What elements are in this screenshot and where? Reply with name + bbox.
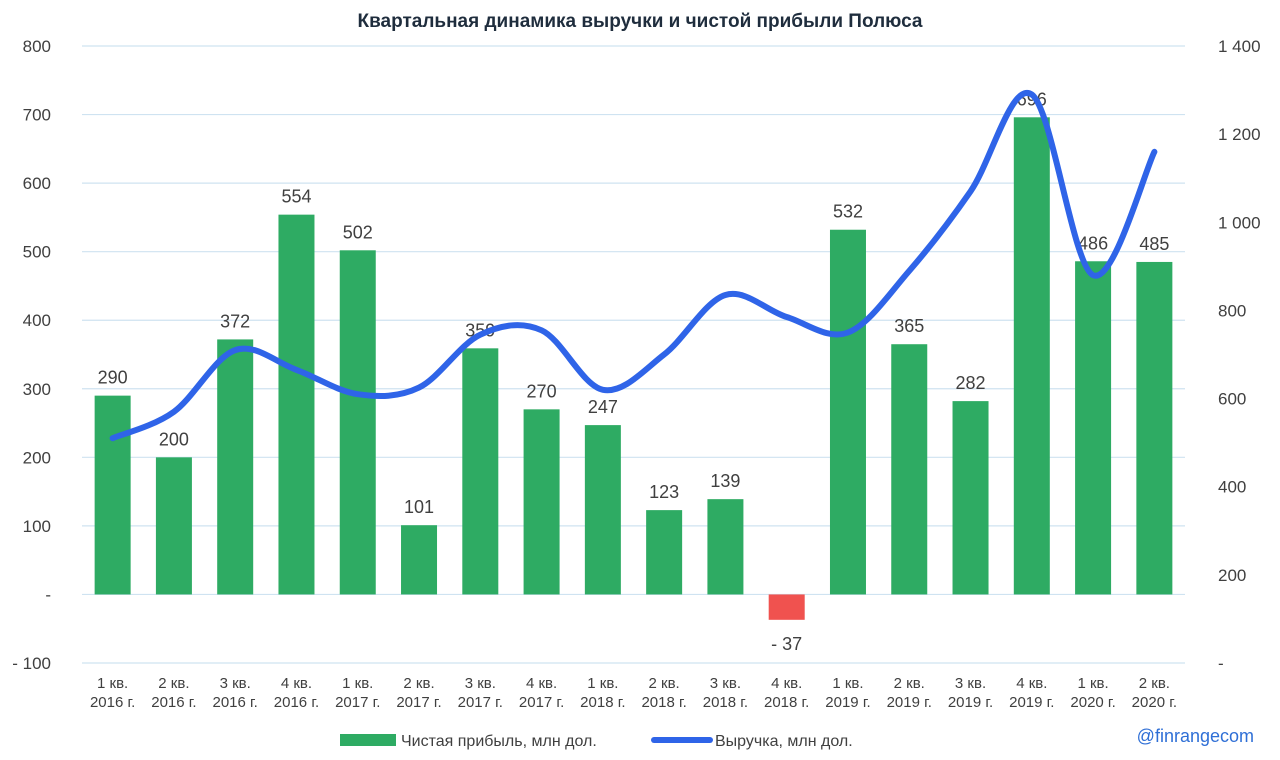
x-tick-label: 3 кв. 2016 г. xyxy=(213,675,258,711)
x-tick-label: 1 кв. 2018 г. xyxy=(580,675,625,711)
profit-data-label: 290 xyxy=(98,368,128,388)
y-left-tick-label: 800 xyxy=(23,37,51,56)
profit-data-label: 359 xyxy=(465,320,495,340)
chart-title: Квартальная динамика выручки и чистой пр… xyxy=(358,11,923,32)
x-axis: 1 кв. 2016 г. 2 кв. 2016 г. 3 кв. 2016 г. 4 кв… xyxy=(90,675,1177,711)
y-right-tick-label: 1 200 xyxy=(1218,125,1261,144)
x-tick-label: 3 кв. 2018 г. xyxy=(703,675,748,711)
profit-data-label: 532 xyxy=(833,202,863,222)
profit-data-label: 486 xyxy=(1078,233,1108,253)
profit-data-label: 365 xyxy=(894,316,924,336)
x-tick-label: 3 кв. 2019 г. xyxy=(948,675,993,711)
y-left-tick-label: 100 xyxy=(23,517,51,536)
profit-bar xyxy=(401,525,438,595)
profit-bar xyxy=(1013,117,1050,595)
profit-data-label: 101 xyxy=(404,497,434,517)
profit-bar xyxy=(768,594,805,620)
profit-data-label: - 37 xyxy=(771,634,802,654)
x-tick-label: 2 кв. 2016 г. xyxy=(151,675,196,711)
profit-bar xyxy=(707,499,744,595)
profit-bar xyxy=(339,250,376,595)
profit-bar xyxy=(462,348,499,595)
x-tick-label: 4 кв. 2017 г. xyxy=(519,675,564,711)
x-tick-label: 2 кв. 2017 г. xyxy=(396,675,441,711)
x-tick-label: 4 кв. 2016 г. xyxy=(274,675,319,711)
legend-label-revenue: Выручка, млн дол. xyxy=(715,733,853,750)
gridlines xyxy=(82,45,1185,664)
revenue-line-group xyxy=(109,90,1158,442)
profit-bar xyxy=(523,409,560,595)
y-right-tick-label: 400 xyxy=(1218,478,1246,497)
y-left-tick-label: 600 xyxy=(23,174,51,193)
revenue-line xyxy=(109,90,1158,442)
profit-bars xyxy=(94,117,1173,620)
y-left-tick-label: 300 xyxy=(23,380,51,399)
x-tick-label: 2 кв. 2018 г. xyxy=(641,675,686,711)
y-right-tick-label: 200 xyxy=(1218,566,1246,585)
watermark-text: @finrangecom xyxy=(1137,726,1254,746)
x-tick-label: 1 кв. 2016 г. xyxy=(90,675,135,711)
y-left-tick-label: 700 xyxy=(23,106,51,125)
profit-data-label: 485 xyxy=(1139,234,1169,254)
profit-data-label: 200 xyxy=(159,429,189,449)
y-right-tick-label: - xyxy=(1218,654,1224,673)
profit-data-label: 270 xyxy=(527,381,557,401)
x-tick-label: 2 кв. 2019 г. xyxy=(887,675,932,711)
y-axis-right: - 200 400 600 800 1 000 1 200 1 400 xyxy=(1218,37,1261,673)
y-left-tick-label: 500 xyxy=(23,243,51,262)
profit-data-label: 502 xyxy=(343,222,373,242)
x-tick-label: 4 кв. 2019 г. xyxy=(1009,675,1054,711)
legend: Чистая прибыль, млн дол. Выручка, млн до… xyxy=(340,733,853,750)
x-tick-label: 1 кв. 2019 г. xyxy=(825,675,870,711)
profit-bar xyxy=(1136,261,1173,595)
profit-data-label: 123 xyxy=(649,482,679,502)
profit-bar xyxy=(646,510,683,595)
profit-bar xyxy=(1075,261,1112,595)
profit-bar xyxy=(829,229,866,595)
x-tick-label: 1 кв. 2017 г. xyxy=(335,675,380,711)
profit-bar xyxy=(94,395,131,595)
profit-data-label: 247 xyxy=(588,397,618,417)
x-tick-label: 1 кв. 2020 г. xyxy=(1070,675,1115,711)
x-tick-label: 2 кв. 2020 г. xyxy=(1132,675,1177,711)
legend-swatch-profit xyxy=(340,734,396,746)
profit-data-label: 282 xyxy=(956,373,986,393)
y-left-tick-label: - xyxy=(45,585,51,604)
profit-bar xyxy=(155,457,192,595)
y-right-tick-label: 600 xyxy=(1218,390,1246,409)
x-tick-label: 4 кв. 2018 г. xyxy=(764,675,809,711)
y-left-tick-label: 200 xyxy=(23,448,51,467)
profit-bar xyxy=(584,425,621,595)
profit-data-label: 139 xyxy=(710,471,740,491)
profit-data-label: 372 xyxy=(220,311,250,331)
legend-label-profit: Чистая прибыль, млн дол. xyxy=(401,733,597,750)
profit-bar xyxy=(217,339,254,595)
profit-bar xyxy=(891,344,928,595)
y-right-tick-label: 800 xyxy=(1218,301,1246,320)
profit-data-label: 554 xyxy=(281,187,311,207)
y-left-tick-label: - 100 xyxy=(12,654,51,673)
profit-bar xyxy=(952,401,989,595)
x-tick-label: 3 кв. 2017 г. xyxy=(458,675,503,711)
y-axis-left: - 100 - 100 200 300 400 500 600 700 800 xyxy=(12,37,51,673)
y-right-tick-label: 1 400 xyxy=(1218,37,1261,56)
y-left-tick-label: 400 xyxy=(23,311,51,330)
profit-data-labels: 290 200 372 554 502 101 359 270 247 123 139 - 37 532… xyxy=(98,89,1170,654)
y-right-tick-label: 1 000 xyxy=(1218,213,1261,232)
profit-bar xyxy=(278,214,315,595)
